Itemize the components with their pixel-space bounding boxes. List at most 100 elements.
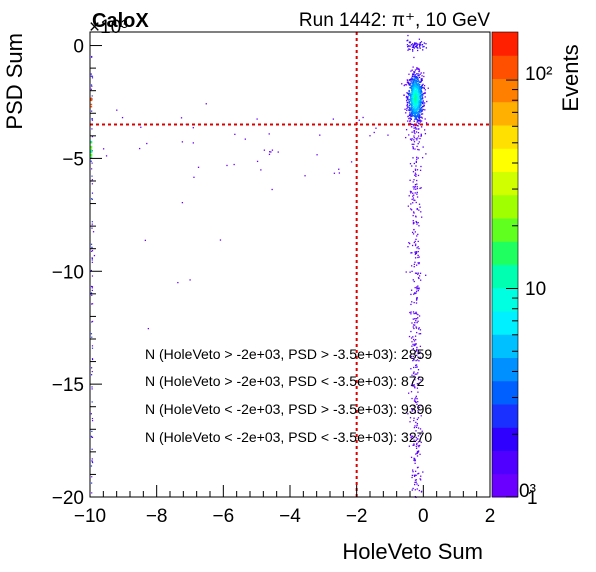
- event-point: [411, 93, 413, 95]
- event-point: [416, 44, 418, 46]
- event-point: [413, 162, 416, 165]
- event-point: [422, 108, 424, 111]
- event-point: [411, 98, 413, 100]
- event-point: [269, 151, 271, 153]
- event-point: [420, 85, 423, 88]
- event-point: [416, 443, 418, 445]
- event-point: [413, 385, 415, 387]
- event-point: [416, 187, 419, 190]
- event-point: [410, 391, 413, 393]
- event-point: [414, 470, 417, 472]
- event-point: [414, 46, 417, 48]
- event-point: [416, 488, 418, 490]
- event-point: [234, 133, 236, 136]
- event-point: [414, 272, 417, 274]
- event-point: [414, 106, 416, 108]
- event-point: [413, 135, 415, 137]
- event-point: [414, 43, 416, 45]
- event-point: [260, 169, 262, 171]
- event-point: [406, 107, 408, 110]
- event-point: [411, 90, 414, 92]
- event-point: [418, 275, 421, 277]
- event-point: [419, 98, 422, 101]
- x-tick-label: 0: [418, 506, 429, 527]
- event-point: [414, 81, 416, 83]
- event-point: [277, 151, 279, 153]
- event-point: [420, 81, 422, 83]
- event-point: [420, 475, 422, 477]
- color-bar-segment: [492, 194, 518, 219]
- event-point: [409, 138, 412, 140]
- event-point: [410, 81, 412, 83]
- event-point: [411, 75, 414, 78]
- event-point: [414, 74, 416, 76]
- event-point: [411, 88, 413, 90]
- event-point: [414, 91, 417, 94]
- event-point: [415, 201, 417, 204]
- event-point: [415, 453, 417, 455]
- event-point: [415, 445, 417, 447]
- event-point: [414, 318, 416, 320]
- event-point: [414, 192, 416, 194]
- event-point: [416, 109, 419, 111]
- event-point: [417, 101, 419, 104]
- event-point: [91, 85, 93, 87]
- event-point: [411, 301, 413, 303]
- event-point: [91, 388, 93, 390]
- color-bar-segment: [492, 380, 518, 405]
- event-point: [414, 92, 416, 94]
- event-point: [413, 475, 416, 477]
- event-point: [416, 46, 418, 49]
- event-point: [414, 253, 417, 255]
- event-point: [90, 160, 92, 162]
- event-point: [413, 107, 415, 109]
- event-point: [409, 92, 411, 94]
- event-point: [409, 97, 412, 99]
- event-point: [407, 246, 409, 248]
- event-point: [418, 149, 420, 151]
- event-point: [90, 145, 93, 148]
- event-point: [421, 91, 423, 93]
- event-point: [424, 109, 426, 111]
- colorbar-label-1: 1: [527, 488, 538, 509]
- event-point: [415, 100, 417, 102]
- event-point: [419, 169, 422, 171]
- event-point: [401, 83, 403, 85]
- event-point: [413, 130, 415, 132]
- event-point: [333, 172, 336, 174]
- event-point: [91, 320, 94, 323]
- event-point: [416, 115, 419, 118]
- event-point: [116, 109, 118, 111]
- event-point: [413, 110, 415, 112]
- event-point: [144, 239, 146, 242]
- event-point: [411, 110, 413, 112]
- event-point: [414, 79, 416, 81]
- event-point: [408, 118, 410, 120]
- event-point: [416, 124, 419, 127]
- y-multiplier-label: ×10³: [89, 17, 128, 38]
- event-point: [420, 279, 422, 281]
- event-point: [90, 292, 93, 294]
- event-point: [414, 132, 416, 135]
- event-point: [409, 95, 412, 97]
- event-point: [417, 441, 420, 443]
- event-point: [409, 45, 411, 47]
- event-point: [417, 90, 420, 92]
- event-point: [411, 69, 413, 71]
- event-point: [415, 84, 418, 87]
- event-point: [423, 85, 426, 87]
- event-point: [412, 471, 414, 473]
- event-point: [414, 75, 416, 77]
- event-point: [419, 96, 422, 98]
- event-point: [415, 439, 417, 442]
- event-point: [417, 372, 419, 374]
- event-point: [90, 147, 93, 149]
- event-point: [91, 374, 93, 376]
- event-point: [405, 136, 407, 139]
- event-point: [420, 441, 422, 443]
- event-point: [407, 115, 409, 118]
- event-point: [420, 187, 422, 189]
- event-point: [420, 72, 422, 74]
- event-point: [90, 157, 93, 159]
- event-point: [90, 98, 93, 101]
